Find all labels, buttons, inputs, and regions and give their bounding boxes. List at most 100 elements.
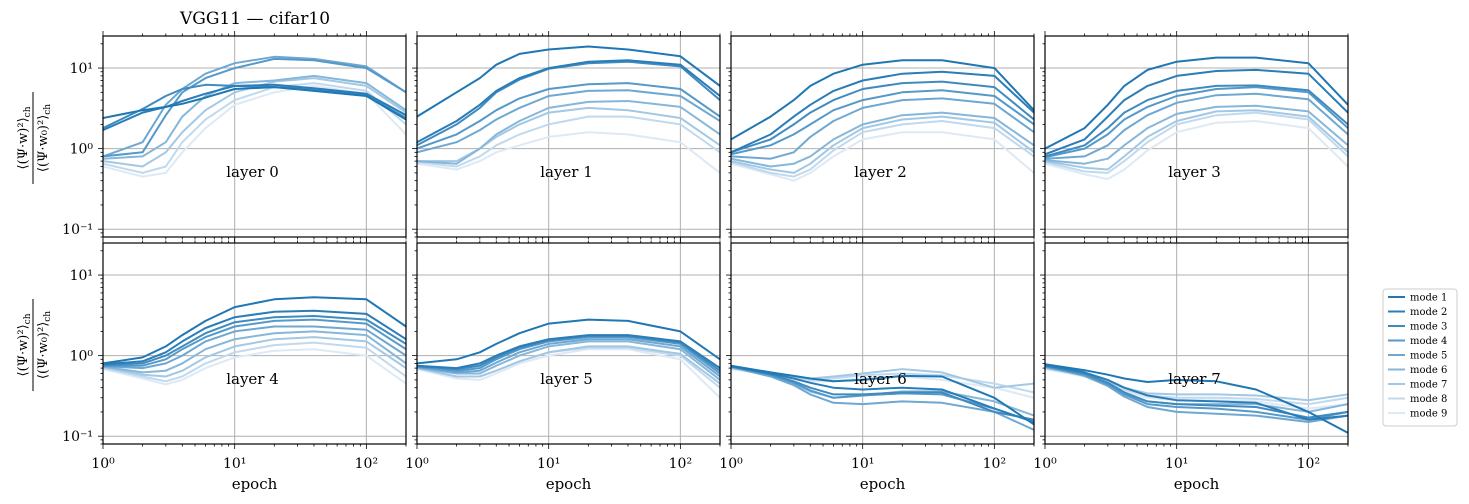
x-tick-label: 10¹ xyxy=(1165,456,1188,472)
y-tick-label: 10¹ xyxy=(70,268,93,284)
series-mode-7 xyxy=(417,106,720,163)
series-group xyxy=(1045,363,1348,434)
legend-item: mode 1 xyxy=(1388,293,1447,304)
y-label-denominator: ⟨(Ψ·w₀)²⟩ch xyxy=(36,311,53,379)
panel-layer-6: layer 6 10⁰ 10¹ 10² epoch xyxy=(719,238,1035,493)
x-tick-label: 10⁰ xyxy=(91,456,115,472)
series-mode-4 xyxy=(731,89,1034,156)
legend-label: mode 6 xyxy=(1410,365,1447,376)
series-mode-5 xyxy=(103,55,406,158)
series-mode-9 xyxy=(417,348,720,399)
panel-label: layer 7 xyxy=(1168,370,1221,388)
x-axis-label: epoch xyxy=(546,475,592,493)
legend-item: mode 3 xyxy=(1388,322,1447,333)
series-mode-5 xyxy=(731,97,1034,160)
panel-label: layer 5 xyxy=(540,370,593,388)
series-group xyxy=(417,318,720,399)
series-mode-5 xyxy=(731,366,1034,431)
panel-label: layer 4 xyxy=(226,370,279,388)
series-mode-1 xyxy=(103,296,406,365)
legend-label: mode 8 xyxy=(1410,394,1447,405)
series-mode-4 xyxy=(417,82,720,150)
series-mode-2 xyxy=(417,59,720,144)
series-group xyxy=(103,55,406,178)
x-tick-label: 10¹ xyxy=(851,456,874,472)
legend-item: mode 4 xyxy=(1388,336,1447,347)
legend-item: mode 9 xyxy=(1388,409,1447,420)
y-tick-label: 10⁻¹ xyxy=(62,429,93,445)
panel-layer-7: layer 7 10⁰ 10¹ 10² epoch xyxy=(1033,238,1349,493)
series-mode-2 xyxy=(1045,364,1348,421)
x-tick-label: 10⁰ xyxy=(405,456,429,472)
series-group xyxy=(417,45,720,174)
legend-label: mode 9 xyxy=(1410,409,1447,420)
series-mode-9 xyxy=(731,131,1034,182)
series-mode-3 xyxy=(417,335,720,372)
panel-layer-2: layer 2 xyxy=(726,31,1035,242)
series-mode-4 xyxy=(103,318,406,367)
legend-label: mode 1 xyxy=(1410,293,1447,304)
x-tick-label: 10¹ xyxy=(223,456,246,472)
x-axis-label: epoch xyxy=(1174,475,1220,493)
series-mode-6 xyxy=(731,111,1034,168)
figure-title: VGG11 — cifar10 xyxy=(179,9,330,29)
series-mode-6 xyxy=(417,100,720,165)
series-mode-8 xyxy=(1045,111,1348,174)
panel-frame xyxy=(1044,242,1349,445)
x-tick-label: 10¹ xyxy=(537,456,560,472)
panel-frame xyxy=(1044,35,1349,238)
panel-layer-4: layer 4 10¹ 10⁰ 10⁻¹ 10⁰ 10¹ 10² epoch xyxy=(62,238,407,493)
series-mode-5 xyxy=(417,338,720,378)
x-tick-label: 10² xyxy=(1297,456,1320,472)
y-label-numerator: ⟨(Ψ·w)²⟩ch xyxy=(16,313,33,376)
series-mode-3 xyxy=(417,60,720,147)
series-mode-1 xyxy=(417,318,720,365)
legend-label: mode 3 xyxy=(1410,322,1447,333)
series-mode-2 xyxy=(731,365,1034,423)
series-mode-3 xyxy=(1045,84,1348,158)
series-mode-3 xyxy=(103,83,406,130)
series-mode-6 xyxy=(103,330,406,374)
x-tick-label: 10² xyxy=(355,456,378,472)
series-mode-7 xyxy=(731,115,1034,174)
series-mode-1 xyxy=(103,86,406,121)
legend-frame xyxy=(1382,288,1458,427)
series-mode-9 xyxy=(417,131,720,174)
series-group xyxy=(1045,56,1348,180)
panel-frame xyxy=(416,35,721,238)
series-mode-2 xyxy=(1045,68,1348,156)
y-tick-label: 10⁰ xyxy=(70,349,94,365)
panel-frame xyxy=(102,242,407,445)
panels: layer 0 10¹ 10⁰ 10⁻¹ layer 1 layer 2 layer 3 la… xyxy=(62,31,1349,493)
legend-item: mode 7 xyxy=(1388,380,1447,391)
series-mode-7 xyxy=(103,336,406,378)
legend-item: mode 8 xyxy=(1388,394,1447,405)
x-axis-label: epoch xyxy=(232,475,278,493)
panel-layer-1: layer 1 xyxy=(412,31,721,242)
panel-frame xyxy=(730,35,1035,238)
legend-item: mode 6 xyxy=(1388,365,1447,376)
panel-layer-5: layer 5 10⁰ 10¹ 10² epoch xyxy=(405,238,721,493)
series-mode-7 xyxy=(1045,109,1348,171)
y-tick-label: 10¹ xyxy=(70,61,93,77)
series-group xyxy=(731,364,1034,431)
panel-frame xyxy=(730,242,1035,445)
series-mode-4 xyxy=(417,336,720,375)
series-mode-9 xyxy=(103,84,406,178)
panel-label: layer 6 xyxy=(854,370,907,388)
legend-label: mode 2 xyxy=(1410,307,1447,318)
y-label-numerator: ⟨(Ψ·w)²⟩ch xyxy=(16,106,33,169)
panel-frame xyxy=(416,242,721,445)
panel-frame xyxy=(102,35,407,238)
y-label-denominator: ⟨(Ψ·w₀)²⟩ch xyxy=(36,104,53,172)
y-axis-label-top: ⟨(Ψ·w)²⟩ch ⟨(Ψ·w₀)²⟩ch xyxy=(16,92,53,184)
legend-label: mode 4 xyxy=(1410,336,1447,347)
y-axis-label-bottom: ⟨(Ψ·w)²⟩ch ⟨(Ψ·w₀)²⟩ch xyxy=(16,299,53,391)
series-mode-4 xyxy=(1045,86,1348,159)
series-mode-6 xyxy=(417,340,720,381)
series-mode-1 xyxy=(1045,363,1348,434)
series-mode-8 xyxy=(417,115,720,168)
series-mode-1 xyxy=(731,59,1034,141)
series-mode-2 xyxy=(417,334,720,370)
